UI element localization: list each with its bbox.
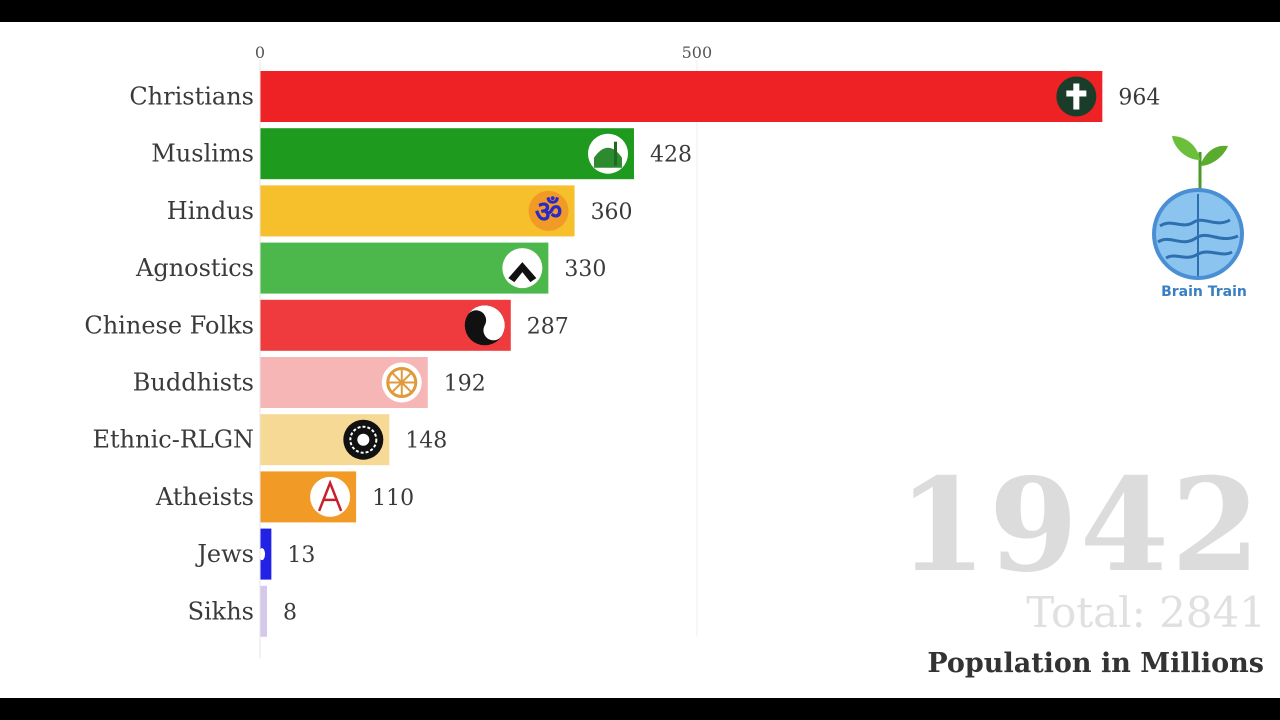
dharma-wheel-spoke (401, 371, 413, 384)
ethnic-icon-part (357, 433, 370, 446)
value-label: 13 (287, 543, 315, 568)
value-label: 428 (650, 143, 692, 168)
value-label: 8 (283, 600, 297, 625)
chart-subtitle: Population in Millions (927, 648, 1264, 679)
category-label: Ethnic-RLGN (93, 426, 254, 454)
year-label: 1942 (897, 451, 1262, 601)
bar-chart: 0 500 Christians 964 Muslims 428 Hindus 360 ॐ Agn… (84, 43, 1160, 658)
value-label: 964 (1118, 86, 1160, 111)
chart-frame: 0 500 Christians 964 Muslims 428 Hindus 360 ॐ Agn… (0, 22, 1280, 698)
category-label: Hindus (167, 197, 254, 225)
brain-plant-icon (1152, 136, 1244, 280)
dharma-wheel-spoke (401, 381, 413, 394)
cross-icon-part (1066, 90, 1087, 97)
value-label: 148 (405, 429, 447, 454)
value-label: 110 (372, 486, 414, 511)
logo-text: Brain Train (1161, 284, 1247, 300)
om-icon (528, 190, 569, 231)
bar (260, 71, 1103, 122)
category-label: Buddhists (133, 369, 254, 397)
category-label: Jews (194, 540, 254, 568)
brain-train-logo: Brain Train (1146, 130, 1266, 310)
value-label: 330 (564, 257, 606, 282)
category-label: Chinese Folks (84, 311, 254, 339)
value-label: 287 (527, 314, 569, 339)
bar (260, 528, 272, 580)
x-tick-label: 0 (255, 43, 265, 62)
dharma-wheel-spoke (391, 371, 403, 384)
agnostic-icon-part (508, 262, 537, 283)
bar (260, 185, 575, 237)
yin-yang-icon-part (467, 305, 505, 341)
mosque-icon-part (613, 141, 617, 166)
category-label: Sikhs (188, 597, 254, 625)
bar (260, 242, 549, 294)
dharma-wheel-spoke (391, 381, 403, 394)
total-label: Total: 2841 (1026, 588, 1266, 637)
ethnic-icon-part (349, 425, 378, 454)
category-label: Agnostics (135, 254, 254, 282)
om-icon-glyph: ॐ (535, 195, 562, 230)
atheist-icon-part (317, 479, 343, 512)
x-tick-label: 500 (682, 43, 713, 62)
value-label: 360 (591, 200, 633, 225)
category-label: Atheists (155, 483, 254, 511)
value-label: 192 (444, 372, 486, 397)
category-label: Muslims (151, 140, 254, 168)
bar (260, 585, 267, 637)
category-label: Christians (129, 83, 254, 111)
bar (260, 128, 634, 180)
